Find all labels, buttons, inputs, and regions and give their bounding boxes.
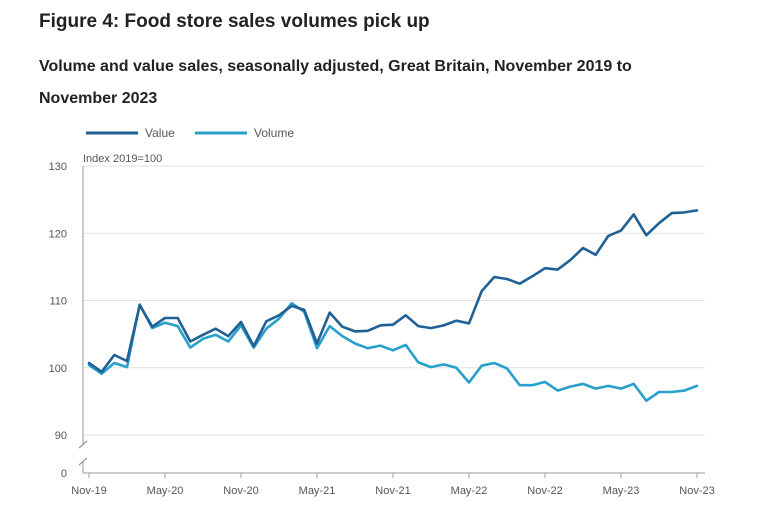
- legend-label-value: Value: [145, 126, 175, 140]
- y-tick-label: 110: [49, 296, 67, 308]
- y-tick-label: 90: [55, 430, 67, 442]
- x-tick-label: Nov-20: [223, 485, 258, 497]
- x-tick-label: Nov-21: [375, 485, 410, 497]
- legend-label-volume: Volume: [254, 126, 294, 140]
- x-tick-label: May-20: [147, 485, 184, 497]
- chart-subtitle: Volume and value sales, seasonally adjus…: [39, 58, 632, 107]
- x-tick-label: Nov-19: [71, 485, 106, 497]
- x-tick-label: Nov-23: [679, 485, 714, 497]
- y-tick-label: 130: [49, 161, 67, 173]
- y-tick-label: 120: [49, 228, 67, 240]
- y-tick-label: 100: [49, 363, 67, 375]
- axis-break-mark: [78, 457, 88, 466]
- x-tick-label: Nov-22: [527, 485, 562, 497]
- x-tick-label: May-21: [299, 485, 336, 497]
- series-line-value: [87, 209, 699, 374]
- y-axis-unit-label: Index 2019=100: [83, 153, 162, 165]
- legend: Value Volume: [86, 126, 294, 140]
- x-tick-label: May-22: [451, 485, 488, 497]
- x-tick-label: May-23: [603, 485, 640, 497]
- axis-break-mark: [78, 440, 88, 449]
- chart-title: Figure 4: Food store sales volumes pick …: [39, 11, 430, 32]
- series-line-volume: [87, 301, 699, 402]
- series-lines: [87, 209, 699, 402]
- gridlines: [83, 165, 705, 436]
- y-tick-label: 0: [61, 468, 67, 480]
- x-axis: Nov-19 May-20 Nov-20 May-21 Nov-21 May-22 Nov-…: [71, 166, 715, 497]
- y-axis-ticks: 130 120 110 100 90 0: [49, 161, 67, 480]
